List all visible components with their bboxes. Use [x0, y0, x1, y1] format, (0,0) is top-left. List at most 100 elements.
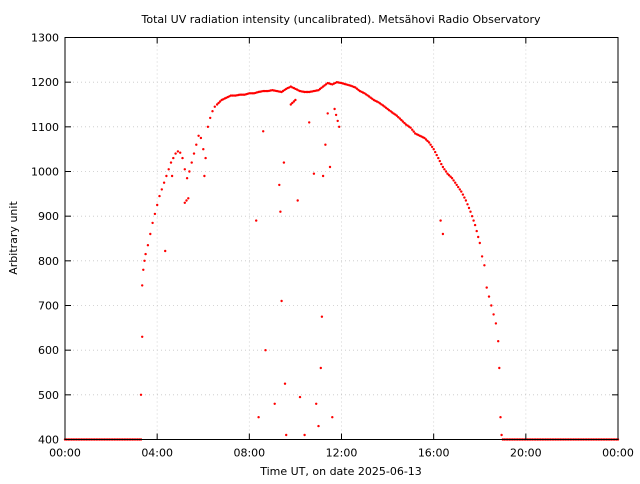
data-point [336, 119, 339, 123]
chart-title: Total UV radiation intensity (uncalibrat… [141, 13, 541, 26]
data-point [291, 101, 294, 105]
data-point [146, 244, 150, 247]
data-point [183, 168, 186, 171]
data-point [475, 229, 478, 233]
y-tick-label: 1300 [31, 32, 59, 45]
data-point [324, 143, 327, 146]
data-point [458, 188, 461, 191]
data-point [181, 156, 184, 160]
data-point [162, 181, 166, 184]
data-point [441, 165, 445, 169]
data-point [492, 313, 495, 316]
data-point [480, 255, 484, 258]
data-point [472, 219, 475, 222]
data-point [434, 150, 437, 154]
data-point [490, 304, 493, 307]
data-point [457, 185, 460, 189]
y-tick-label: 500 [38, 389, 59, 402]
data-point [203, 174, 206, 178]
data-point [139, 393, 143, 396]
data-point [435, 153, 438, 157]
data-point [280, 299, 283, 303]
data-point [443, 168, 446, 171]
data-point [444, 170, 448, 173]
data-point [426, 139, 429, 143]
y-tick-label: 1200 [31, 76, 59, 89]
data-point [262, 130, 265, 133]
data-point [149, 232, 152, 236]
data-point [289, 103, 292, 106]
data-point [429, 143, 432, 146]
data-point [338, 125, 341, 128]
data-point [294, 98, 297, 102]
data-point [206, 125, 210, 128]
data-point [398, 117, 402, 120]
y-tick-label: 700 [38, 300, 59, 313]
data-point [195, 143, 198, 146]
y-axis-label: Arbitrary unit [7, 201, 20, 275]
data-point [464, 199, 468, 202]
data-point [446, 172, 449, 175]
data-point [213, 105, 216, 108]
data-point [204, 156, 207, 160]
data-point [172, 156, 175, 160]
data-point [460, 190, 463, 193]
data-point [283, 382, 287, 385]
data-point [199, 136, 203, 140]
data-point [430, 145, 434, 149]
data-point [292, 100, 296, 103]
y-tick-label: 900 [38, 210, 59, 223]
data-point [470, 215, 474, 218]
x-tick-label: 16:00 [418, 447, 450, 460]
data-point [487, 295, 491, 298]
data-point [278, 183, 281, 187]
data-point [160, 188, 163, 191]
data-point [319, 366, 322, 370]
data-point [303, 433, 306, 437]
data-point [483, 264, 486, 267]
data-point [211, 110, 214, 113]
x-axis-label: Time UT, on date 2025-06-13 [259, 465, 422, 478]
data-point [170, 174, 174, 178]
data-point [454, 181, 457, 184]
data-point [437, 156, 440, 160]
data-point [334, 113, 338, 117]
y-tick-label: 800 [38, 255, 59, 268]
data-point [282, 161, 286, 164]
data-point [164, 249, 167, 253]
data-point [279, 210, 282, 213]
data-point [499, 416, 502, 419]
data-point [326, 112, 329, 115]
data-point [141, 335, 144, 338]
data-point [176, 150, 180, 153]
data-point [151, 221, 154, 225]
data-point [202, 148, 205, 151]
data-point [427, 141, 431, 144]
data-point [187, 197, 190, 200]
data-point [197, 134, 200, 137]
x-tick-label: 04:00 [141, 447, 173, 460]
data-point [409, 126, 412, 129]
y-tick-label: 1000 [31, 166, 59, 179]
data-point [450, 177, 454, 180]
data-point [461, 193, 465, 196]
data-point [192, 152, 196, 155]
data-point [397, 116, 400, 119]
data-point [264, 349, 267, 352]
data-point [174, 152, 177, 155]
data-point [217, 101, 220, 105]
data-point [328, 165, 332, 169]
data-point [315, 402, 318, 405]
x-tick-label: 00:00 [602, 447, 634, 460]
y-tick-label: 600 [38, 344, 59, 357]
data-point [141, 284, 144, 287]
data-point [273, 402, 276, 405]
data-point [497, 340, 500, 343]
data-point [466, 203, 469, 206]
data-point [473, 223, 477, 227]
data-point [183, 201, 186, 204]
data-point [255, 219, 258, 222]
data-point [158, 194, 161, 198]
